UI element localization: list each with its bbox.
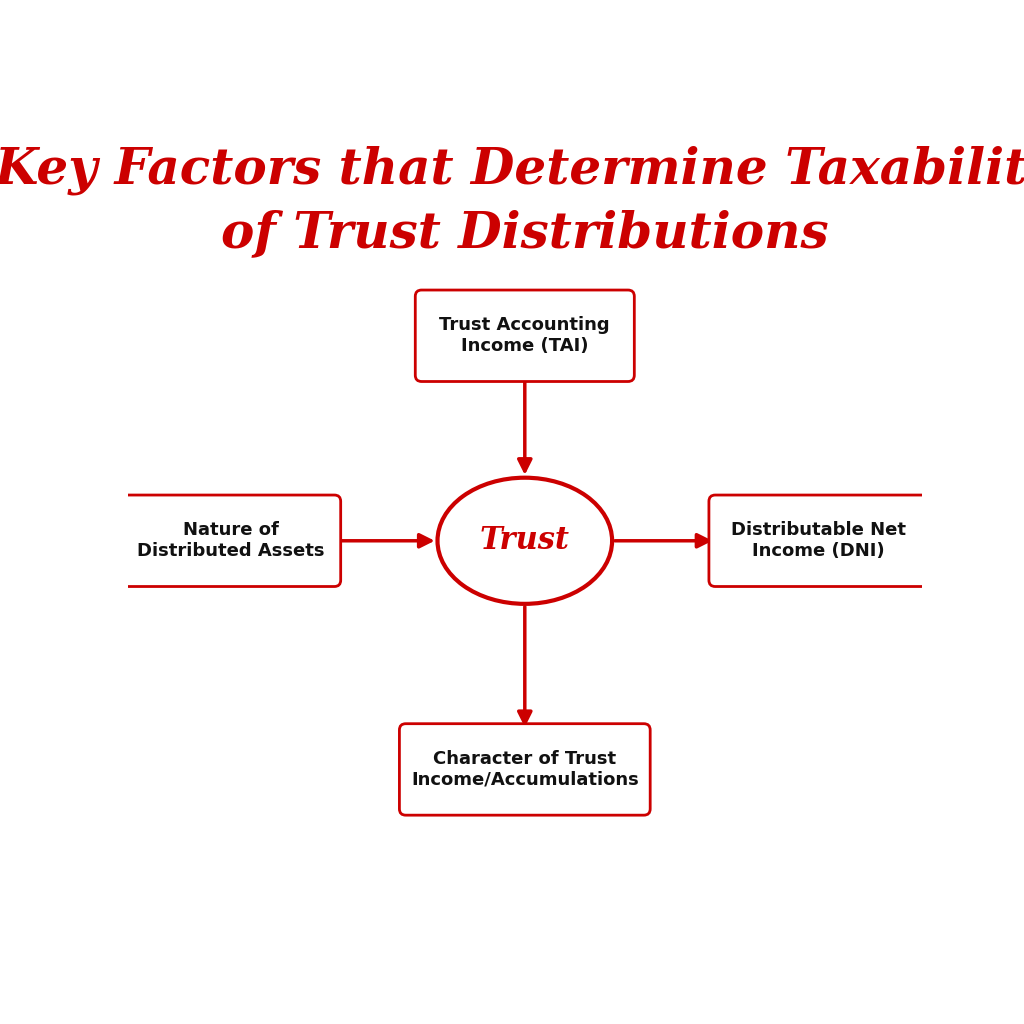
FancyBboxPatch shape: [709, 495, 928, 587]
Text: Nature of
Distributed Assets: Nature of Distributed Assets: [137, 521, 325, 560]
FancyBboxPatch shape: [399, 724, 650, 815]
Text: Distributable Net
Income (DNI): Distributable Net Income (DNI): [731, 521, 906, 560]
Text: Key Factors that Determine Taxability: Key Factors that Determine Taxability: [0, 145, 1024, 195]
FancyBboxPatch shape: [416, 290, 634, 382]
FancyBboxPatch shape: [122, 495, 341, 587]
Text: Character of Trust
Income/Accumulations: Character of Trust Income/Accumulations: [411, 750, 639, 788]
Text: Trust Accounting
Income (TAI): Trust Accounting Income (TAI): [439, 316, 610, 355]
Text: Trust: Trust: [480, 525, 569, 556]
Text: of Trust Distributions: of Trust Distributions: [221, 209, 828, 258]
